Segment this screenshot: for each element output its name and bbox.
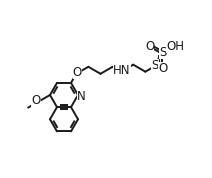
Text: O: O <box>145 40 154 53</box>
Text: O: O <box>158 62 167 75</box>
Text: S: S <box>159 46 166 59</box>
Text: N: N <box>77 90 85 103</box>
Text: S: S <box>151 59 159 72</box>
Text: OH: OH <box>166 40 184 53</box>
Text: O: O <box>73 66 82 79</box>
Text: O: O <box>31 95 40 108</box>
Text: HN: HN <box>113 64 131 77</box>
